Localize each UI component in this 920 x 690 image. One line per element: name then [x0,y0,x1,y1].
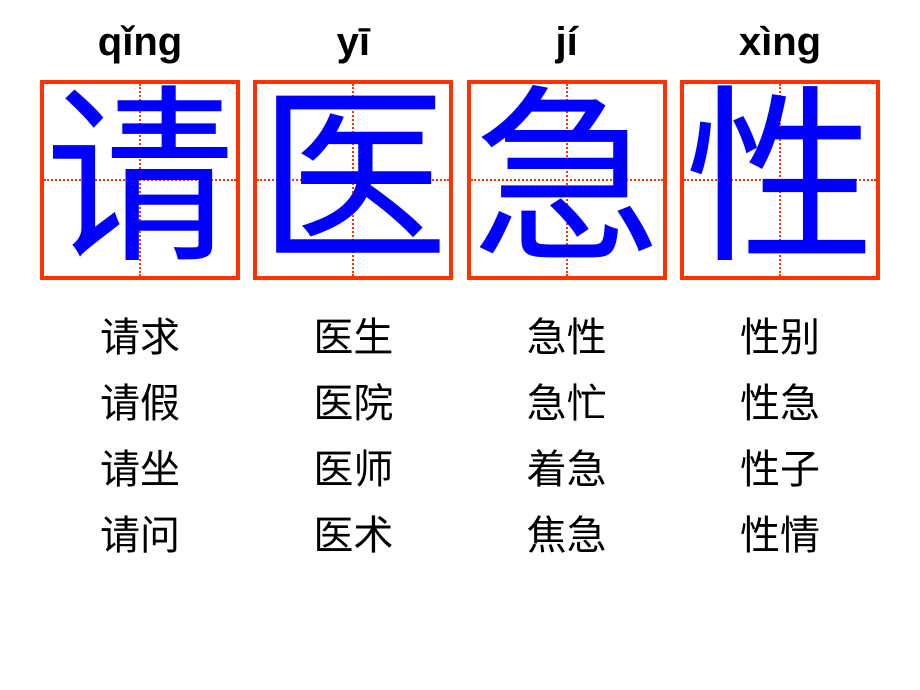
pinyin-label: jí [556,20,578,65]
char-column-3: xìng 性 性别 性急 性子 性情 [680,0,880,561]
word-list: 请求 请假 请坐 请问 [100,305,180,561]
char-column-2: jí 急 急性 急忙 着急 焦急 [467,0,667,561]
character-glyph: 性 [685,85,875,275]
character-card-row: qǐng 请 请求 请假 请坐 请问 yī 医 医生 医院 医师 医术 jí [0,0,920,561]
pinyin-label: xìng [739,20,821,65]
word-item: 医院 [313,371,393,429]
char-grid-box: 医 [253,80,453,280]
word-item: 急忙 [527,371,607,429]
word-item: 性别 [740,305,820,363]
word-item: 着急 [527,437,607,495]
word-item: 性情 [740,503,820,561]
character-glyph: 请 [45,85,235,275]
word-item: 性子 [740,437,820,495]
word-list: 医生 医院 医师 医术 [313,305,393,561]
pinyin-label: qǐng [98,20,182,65]
word-item: 请求 [100,305,180,363]
word-item: 医术 [313,503,393,561]
word-item: 性急 [740,371,820,429]
char-grid-box: 请 [40,80,240,280]
word-item: 请坐 [100,437,180,495]
char-column-1: yī 医 医生 医院 医师 医术 [253,0,453,561]
char-column-0: qǐng 请 请求 请假 请坐 请问 [40,0,240,561]
word-list: 急性 急忙 着急 焦急 [527,305,607,561]
pinyin-label: yī [337,20,370,65]
character-glyph: 医 [258,85,448,275]
character-glyph: 急 [472,85,662,275]
word-item: 急性 [527,305,607,363]
word-item: 医师 [313,437,393,495]
word-item: 医生 [313,305,393,363]
char-grid-box: 性 [680,80,880,280]
word-item: 请问 [100,503,180,561]
word-item: 焦急 [527,503,607,561]
word-list: 性别 性急 性子 性情 [740,305,820,561]
word-item: 请假 [100,371,180,429]
char-grid-box: 急 [467,80,667,280]
